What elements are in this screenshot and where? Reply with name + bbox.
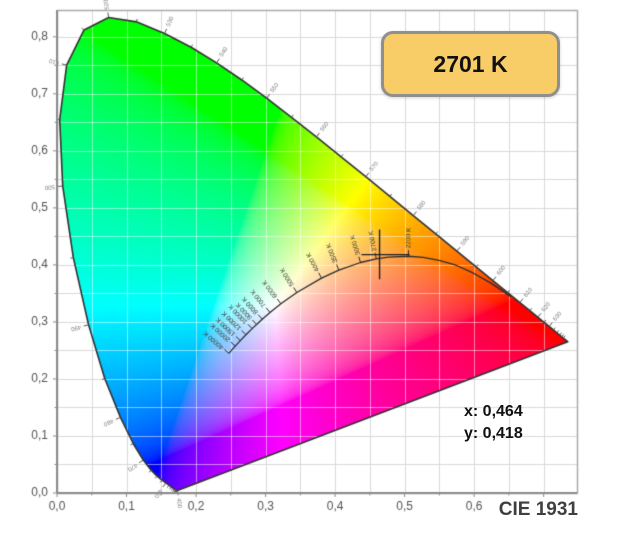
readout-y-value: y: 0,418: [464, 425, 523, 442]
diagram-title: CIE 1931: [498, 499, 578, 520]
xy-readout: x: 0,464 y: 0,418: [464, 401, 523, 445]
cct-badge-label: 2701 K: [433, 50, 508, 77]
readout-x-value: x: 0,464: [464, 403, 523, 420]
cct-badge: 2701 K: [381, 31, 560, 97]
